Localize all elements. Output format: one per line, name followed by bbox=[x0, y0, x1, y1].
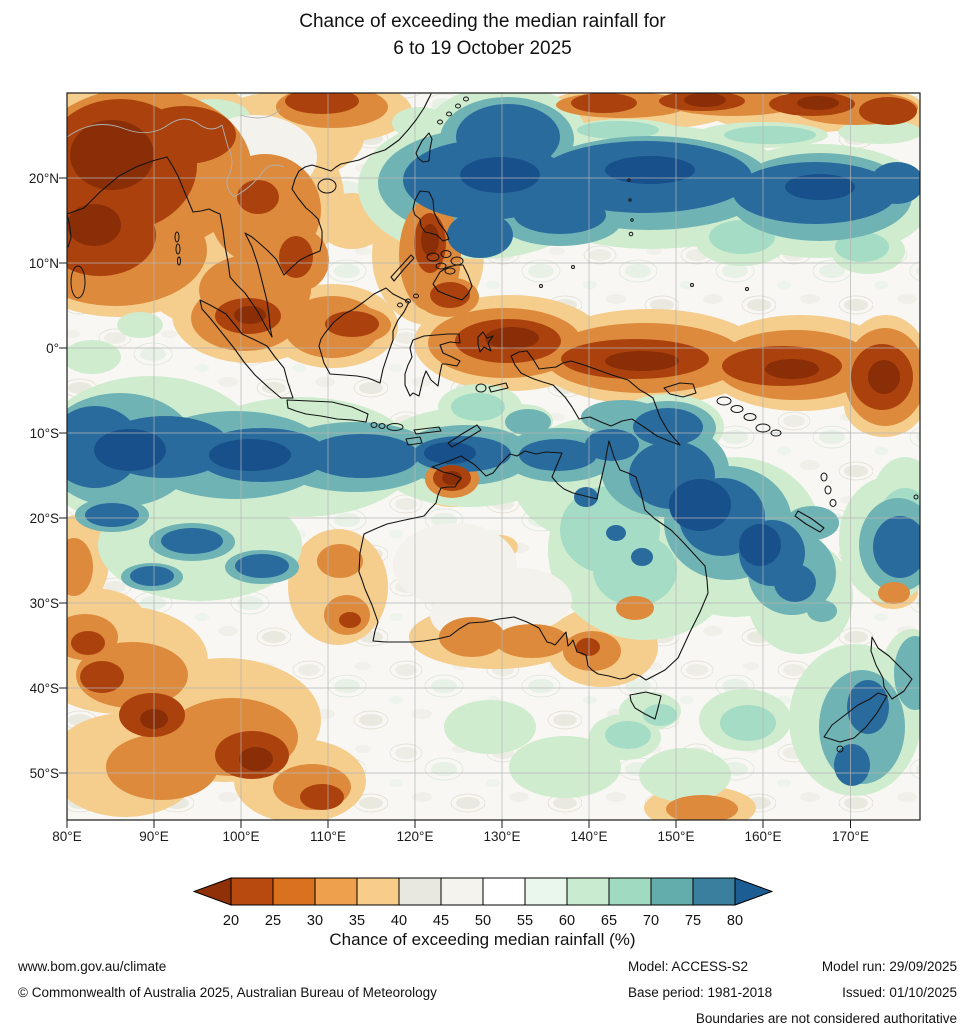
coastline-flores bbox=[413, 426, 442, 435]
svg-text:65: 65 bbox=[601, 913, 617, 929]
longitude-axis-labels: 80°E 90°E 100°E 110°E 120°E 130°E 140°E … bbox=[52, 829, 869, 844]
footer-model-run: Model run: 29/09/2025 bbox=[821, 959, 957, 974]
map-frame bbox=[66, 92, 921, 821]
lat-tick-label: 30°S bbox=[30, 596, 59, 611]
coastline-new-caledonia bbox=[794, 510, 825, 533]
coastlines bbox=[67, 93, 919, 753]
coastline-tasmania bbox=[629, 691, 662, 720]
lon-tick-label: 100°E bbox=[223, 829, 260, 844]
footer-issued: Issued: 01/10/2025 bbox=[842, 985, 957, 1000]
legend-title: Chance of exceeding median rainfall (%) bbox=[329, 930, 636, 949]
coastline-palawan bbox=[390, 254, 415, 282]
svg-text:45: 45 bbox=[433, 913, 449, 929]
lat-tick-label: 50°S bbox=[30, 766, 59, 781]
coastline-sumba bbox=[405, 436, 423, 446]
colorbar: 20 25 30 35 40 45 50 55 60 65 70 75 80 bbox=[192, 877, 774, 933]
lon-tick-label: 90°E bbox=[139, 829, 168, 844]
title-line-2: 6 to 19 October 2025 bbox=[393, 38, 572, 59]
coastline-new-guinea bbox=[510, 350, 681, 446]
lon-tick-label: 160°E bbox=[745, 829, 782, 844]
svg-text:75: 75 bbox=[685, 913, 701, 929]
country-borders bbox=[67, 108, 285, 198]
coastline-sumatra bbox=[199, 299, 294, 399]
field-dark-red-cores bbox=[67, 93, 900, 771]
svg-text:25: 25 bbox=[265, 913, 281, 929]
lat-tick-label: 20°N bbox=[29, 171, 59, 186]
colorbar-scale: 20 25 30 35 40 45 50 55 60 65 70 75 80 bbox=[192, 877, 774, 929]
footer-base-period: Base period: 1981-2018 bbox=[628, 985, 773, 1000]
svg-text:70: 70 bbox=[643, 913, 659, 929]
lat-tick-label: 10°S bbox=[30, 426, 59, 441]
coastline-new-britain bbox=[663, 382, 697, 398]
coastline-borneo bbox=[318, 287, 410, 384]
latitude-axis-labels: 20°N 10°N 0° 10°S 20°S 30°S 40°S 50°S bbox=[29, 171, 59, 781]
svg-text:80: 80 bbox=[727, 913, 743, 929]
coastline-australia bbox=[358, 440, 709, 681]
lat-tick-label: 10°N bbox=[29, 256, 59, 271]
coastline-halmahera bbox=[477, 331, 494, 353]
coastline-new-zealand-south bbox=[823, 692, 888, 743]
footer-website: www.bom.gov.au/climate bbox=[18, 959, 167, 974]
coastline-mindanao bbox=[432, 264, 473, 301]
title-line-1: Chance of exceeding the median rainfall … bbox=[299, 11, 666, 32]
svg-text:35: 35 bbox=[349, 913, 365, 929]
page-title: Chance of exceeding the median rainfall … bbox=[0, 8, 965, 62]
lat-tick-label: 20°S bbox=[30, 511, 59, 526]
footer-copyright: © Commonwealth of Australia 2025, Austra… bbox=[18, 985, 437, 1000]
svg-text:20: 20 bbox=[223, 913, 239, 929]
lon-tick-label: 150°E bbox=[658, 829, 695, 844]
footer-disclaimer: Boundaries are not considered authoritat… bbox=[695, 1011, 957, 1026]
svg-text:60: 60 bbox=[559, 913, 575, 929]
coastline-india-east bbox=[67, 213, 72, 248]
coastline-luzon bbox=[412, 190, 450, 242]
coastline-seram bbox=[488, 382, 509, 393]
rainfall-map: 20°N 10°N 0° 10°S 20°S 30°S 40°S 50°S 80… bbox=[29, 92, 921, 844]
lon-tick-label: 170°E bbox=[832, 829, 869, 844]
lat-tick-label: 40°S bbox=[30, 681, 59, 696]
svg-text:55: 55 bbox=[517, 913, 533, 929]
lon-tick-label: 130°E bbox=[484, 829, 521, 844]
coastline-mainland-asia bbox=[67, 93, 432, 338]
svg-text:50: 50 bbox=[475, 913, 491, 929]
field-dark-blue-cores bbox=[94, 156, 855, 566]
lon-tick-label: 80°E bbox=[52, 829, 81, 844]
lat-tick-label: 0° bbox=[46, 341, 59, 356]
coastline-timor bbox=[447, 424, 482, 448]
footer-model: Model: ACCESS-S2 bbox=[628, 959, 749, 974]
coastline-java bbox=[286, 399, 369, 423]
small-islands bbox=[70, 96, 919, 753]
svg-text:40: 40 bbox=[391, 913, 407, 929]
coastline-new-zealand-north bbox=[870, 636, 913, 700]
lon-tick-label: 110°E bbox=[310, 829, 346, 844]
coastline-sulawesi bbox=[404, 333, 461, 397]
lon-tick-label: 140°E bbox=[571, 829, 608, 844]
axis-tick-marks bbox=[59, 177, 851, 828]
coastline-taiwan bbox=[415, 132, 433, 163]
lon-tick-label: 120°E bbox=[397, 829, 434, 844]
svg-text:30: 30 bbox=[307, 913, 323, 929]
